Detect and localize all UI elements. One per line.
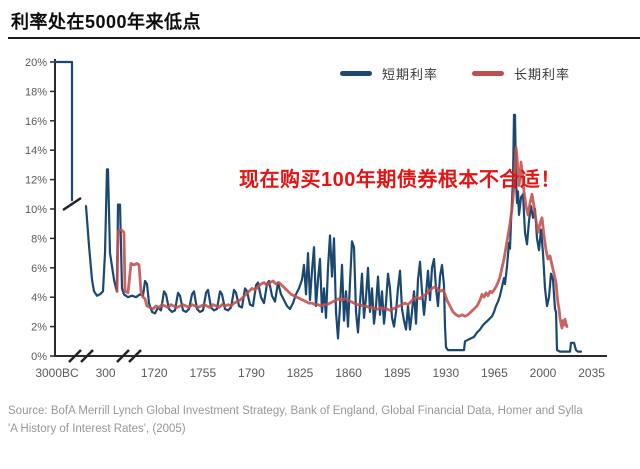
x-tick-label: 1790 <box>238 366 265 380</box>
short-term-rate-line <box>84 113 583 353</box>
y-tick-label: 6% <box>31 263 47 275</box>
x-tick-label: 1860 <box>335 366 362 380</box>
x-tick-label: 1930 <box>432 366 459 380</box>
x-axis-break-icon <box>116 349 130 363</box>
source-line-1: Source: BofA Merrill Lynch Global Invest… <box>8 405 583 417</box>
x-tick-label: 1720 <box>141 366 168 380</box>
legend-item-short-term: 短期利率 <box>340 64 438 83</box>
legend-item-long-term: 长期利率 <box>472 64 570 83</box>
y-tick-label: 14% <box>25 145 47 157</box>
x-tick-label: 1755 <box>189 366 216 380</box>
y-tick-label: 18% <box>25 86 47 98</box>
title-underline <box>8 37 640 39</box>
chart-legend: 短期利率 长期利率 <box>340 64 570 83</box>
x-tick-label: 2035 <box>578 366 605 380</box>
x-tick-label: 300 <box>96 366 116 380</box>
legend-label-long-term: 长期利率 <box>514 67 571 82</box>
legend-label-short-term: 短期利率 <box>382 67 439 82</box>
page-title: 利率处在5000年来低点 <box>11 12 202 32</box>
y-tick-label: 20% <box>25 57 47 69</box>
x-tick-label: 3000BC <box>35 366 79 380</box>
y-tick-label: 12% <box>25 175 47 187</box>
long-term-rate-line <box>115 145 569 330</box>
y-tick-label: 10% <box>25 204 47 216</box>
x-tick-label: 1895 <box>384 366 411 380</box>
source-line-2: 'A History of Interest Rates', (2005) <box>8 422 186 435</box>
long-term-line-swatch-icon <box>472 71 505 76</box>
y-tick-label: 16% <box>25 116 47 128</box>
x-tick-label: 2000 <box>530 366 557 380</box>
source-credit: Source: BofA Merrill Lynch Global Invest… <box>8 403 632 439</box>
x-tick-label: 1965 <box>481 366 508 380</box>
x-axis-break-icon <box>128 349 142 363</box>
y-tick-label: 0% <box>31 351 47 363</box>
short-term-rate-line <box>53 60 74 202</box>
x-axis-break-icon <box>68 349 82 363</box>
y-tick-label: 8% <box>31 233 47 245</box>
red-annotation-text: 现在购买100年期债券根本不合适！ <box>239 169 561 191</box>
y-tick-label: 4% <box>31 292 47 304</box>
short-term-line-swatch-icon <box>340 71 372 76</box>
x-tick-label: 1825 <box>287 366 314 380</box>
line-break-icon <box>62 196 82 212</box>
y-tick-label: 2% <box>31 322 47 334</box>
x-axis-break-icon <box>80 349 94 363</box>
